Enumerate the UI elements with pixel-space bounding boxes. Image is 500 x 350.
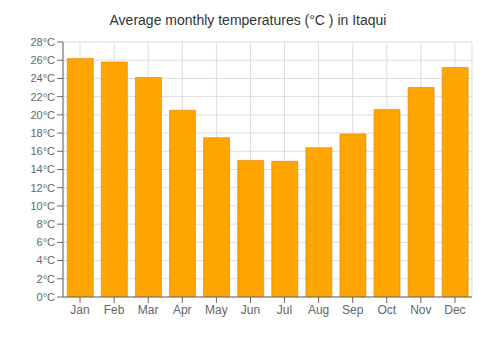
svg-text:8°C: 8°C — [37, 218, 56, 230]
svg-text:0°C: 0°C — [37, 291, 56, 303]
svg-text:Nov: Nov — [410, 303, 431, 317]
svg-text:26°C: 26°C — [30, 54, 55, 66]
svg-text:20°C: 20°C — [30, 109, 55, 121]
svg-text:Oct: Oct — [377, 303, 396, 317]
svg-text:12°C: 12°C — [30, 182, 55, 194]
svg-text:18°C: 18°C — [30, 127, 55, 139]
svg-text:24°C: 24°C — [30, 72, 55, 84]
svg-text:Jun: Jun — [241, 303, 260, 317]
svg-text:Mar: Mar — [138, 303, 159, 317]
svg-text:10°C: 10°C — [30, 200, 55, 212]
svg-text:4°C: 4°C — [37, 254, 56, 266]
svg-text:Feb: Feb — [104, 303, 125, 317]
svg-text:14°C: 14°C — [30, 163, 55, 175]
svg-text:Jan: Jan — [70, 303, 89, 317]
svg-text:Jul: Jul — [277, 303, 292, 317]
svg-text:May: May — [205, 303, 228, 317]
html-text:Average monthly temperatures (: Average monthly temperatures (°C ) in It… — [109, 12, 387, 28]
svg-text:Apr: Apr — [173, 303, 192, 317]
svg-text:2°C: 2°C — [37, 273, 56, 285]
svg-text:22°C: 22°C — [30, 91, 55, 103]
svg-text:Dec: Dec — [444, 303, 465, 317]
svg-text:16°C: 16°C — [30, 145, 55, 157]
svg-text:Sep: Sep — [342, 303, 364, 317]
svg-text:28°C: 28°C — [30, 36, 55, 48]
svg-text:6°C: 6°C — [37, 236, 56, 248]
svg-text:Aug: Aug — [308, 303, 329, 317]
